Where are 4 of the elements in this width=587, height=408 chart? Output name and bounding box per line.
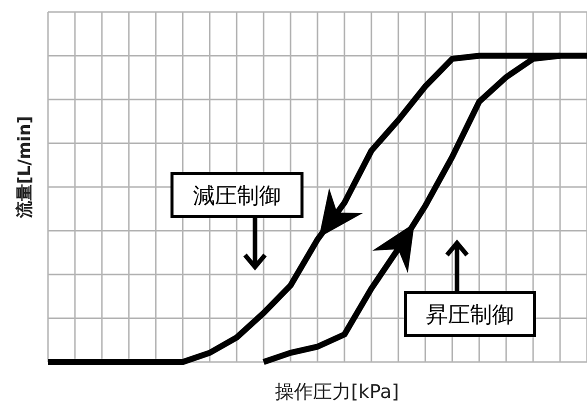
x-axis-title: 操作圧力[kPa] [274, 381, 400, 403]
y-axis-title: 流量[L/min] [14, 116, 35, 220]
legend-label: 昇圧制御 [426, 302, 514, 328]
text: 減圧制御 [193, 184, 281, 209]
